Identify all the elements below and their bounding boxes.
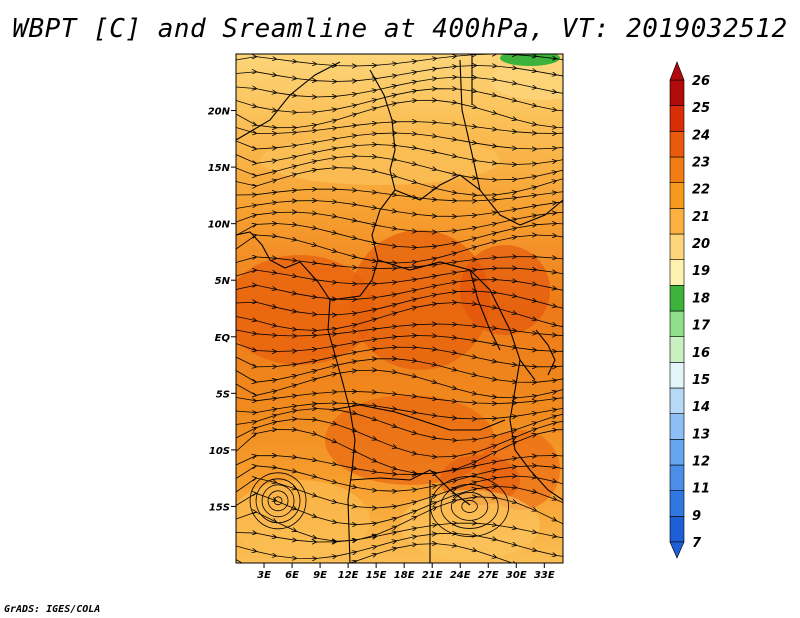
border-line	[469, 269, 501, 351]
streamline	[236, 189, 563, 201]
lat-tick-label: EQ	[215, 333, 231, 344]
wbpt-patch	[460, 245, 550, 335]
border-line	[377, 259, 536, 381]
colorbar-label: 14	[692, 400, 710, 415]
lon-tick-label: 33E	[534, 570, 555, 581]
lat-tick-label: 20N	[208, 107, 231, 118]
colorbar-label: 23	[692, 156, 710, 171]
streamlines	[236, 54, 576, 563]
lat-tick-label: 5S	[216, 389, 230, 400]
border-line	[329, 404, 506, 431]
colorbar-swatch	[669, 182, 685, 209]
lon-tick-label: 15E	[366, 570, 387, 581]
colorbar-label: 9	[692, 509, 701, 524]
lat-tick-label: 10S	[209, 446, 230, 457]
border-line	[509, 359, 563, 501]
vortex-ring	[273, 496, 283, 506]
colorbar-swatch	[669, 156, 685, 183]
colorbar-swatch	[669, 413, 685, 440]
colorbar-swatch	[669, 362, 685, 389]
streamline	[236, 54, 563, 66]
map-field	[236, 54, 576, 563]
colorbar-swatch	[669, 387, 685, 414]
lon-tick-label: 6E	[285, 570, 299, 581]
colorbar-swatch	[669, 464, 685, 491]
country-borders	[236, 54, 563, 563]
colorbar-label: 20	[692, 237, 710, 252]
colorbar-label: 21	[692, 210, 710, 225]
vortex-ring	[461, 500, 478, 513]
lon-tick-label: 21E	[422, 570, 443, 581]
lon-tick-label: 18E	[394, 570, 415, 581]
map-frame	[235, 53, 564, 564]
lat-tick-label: 15S	[209, 502, 230, 513]
colorbar-label: 15	[692, 373, 710, 388]
border-line	[535, 329, 556, 376]
lon-tick-label: 30E	[506, 570, 527, 581]
colorbar-swatch	[669, 336, 685, 363]
border-line	[236, 231, 356, 563]
colorbar-label: 12	[692, 454, 710, 469]
lon-tick-label: 3E	[257, 570, 271, 581]
vortex-ring	[430, 476, 509, 537]
border-line	[349, 469, 471, 506]
vortex-ring	[267, 490, 289, 512]
streamline	[236, 544, 576, 563]
colorbar-swatch	[669, 233, 685, 260]
vortex-ring	[255, 478, 301, 524]
border-line	[329, 69, 396, 301]
colorbar-label: 26	[692, 74, 710, 89]
lat-tick-label: 15N	[208, 163, 231, 174]
colorbar-swatch	[669, 105, 685, 132]
colorbar-label: 16	[692, 346, 710, 361]
colorbar-label: 13	[692, 427, 710, 442]
colorbar-swatch	[669, 310, 685, 337]
colorbar-label: 17	[692, 319, 711, 334]
vortex-ring	[440, 484, 499, 529]
colorbar-swatch	[669, 490, 685, 517]
lat-tick-label: 10N	[208, 220, 231, 231]
lat-tick-label: 5N	[215, 276, 231, 287]
colorbar-swatch	[669, 208, 685, 235]
colorbar-swatch	[669, 131, 685, 158]
lon-tick-label: 12E	[338, 570, 359, 581]
border-line	[459, 59, 481, 191]
lon-tick-label: 27E	[478, 570, 499, 581]
vortex-ring	[249, 472, 307, 530]
chart-title: WBPT [C] and Sreamline at 400hPa, VT: 20…	[12, 14, 788, 44]
colorbar-label: 24	[692, 128, 710, 143]
colorbar-min-arrow	[669, 541, 685, 559]
vortex-ring	[261, 484, 295, 518]
lon-tick-label: 9E	[313, 570, 327, 581]
vortex-ring	[450, 492, 489, 521]
colorbar: 7 9 11 12 13 14 15 16 17 18 19 20 21 22 23 24 25 26	[669, 61, 711, 559]
colorbar-label: 22	[692, 183, 710, 198]
colorbar-swatch	[669, 79, 685, 106]
border-line	[236, 61, 341, 141]
colorbar-label: 18	[692, 291, 710, 306]
colorbar-label: 25	[692, 101, 710, 116]
lon-tick-label: 24E	[450, 570, 471, 581]
colorbar-swatch	[669, 439, 685, 466]
colorbar-label: 11	[692, 482, 710, 497]
colorbar-swatch	[669, 259, 685, 286]
colorbar-label: 7	[692, 536, 702, 551]
colorbar-label: 19	[692, 264, 710, 279]
colorbar-swatch	[669, 285, 685, 312]
wbpt-patch	[490, 60, 563, 100]
colorbar-max-arrow	[669, 61, 685, 81]
grads-credit: GrADS: IGES/COLA	[4, 604, 101, 615]
colorbar-swatch	[669, 516, 685, 543]
